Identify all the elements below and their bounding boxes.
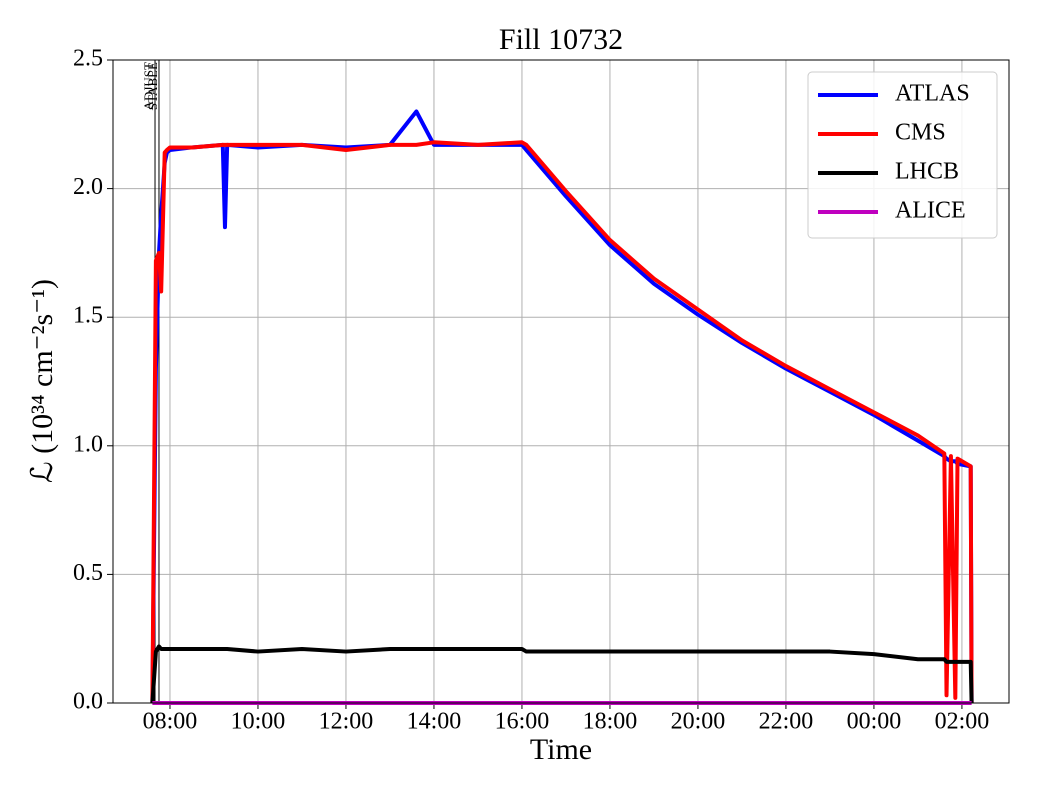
x-tick-label: 18:00 bbox=[583, 709, 638, 735]
legend-box bbox=[807, 71, 998, 239]
annotation-label: STABLE bbox=[145, 62, 160, 110]
y-tick-label: 1.5 bbox=[73, 303, 103, 329]
y-tick-label: 2.5 bbox=[73, 46, 103, 72]
y-axis-label: ℒ (10³⁴ cm⁻²s⁻¹) bbox=[26, 279, 59, 483]
x-tick-label: 02:00 bbox=[935, 709, 990, 735]
chart-title: Fill 10732 bbox=[499, 23, 623, 56]
y-tick-label: 0.0 bbox=[73, 689, 103, 715]
y-tick-label: 2.0 bbox=[73, 174, 103, 200]
legend-label: CMS bbox=[895, 120, 946, 146]
x-tick-label: 16:00 bbox=[495, 709, 550, 735]
x-tick-label: 08:00 bbox=[143, 709, 198, 735]
legend-label: ATLAS bbox=[895, 81, 970, 107]
legend-label: ALICE bbox=[895, 198, 966, 224]
y-tick-label: 0.5 bbox=[73, 560, 103, 586]
legend-label: LHCB bbox=[895, 159, 959, 185]
axes-frame bbox=[112, 59, 1010, 704]
x-tick-label: 22:00 bbox=[759, 709, 814, 735]
annotation-label: ADJUST bbox=[141, 62, 156, 110]
x-tick-label: 00:00 bbox=[847, 709, 902, 735]
series-line bbox=[150, 644, 974, 704]
x-axis-label: Time bbox=[530, 733, 592, 766]
x-tick-label: 20:00 bbox=[671, 709, 726, 735]
y-tick-label: 1.0 bbox=[73, 431, 103, 457]
x-tick-label: 10:00 bbox=[231, 709, 286, 735]
x-tick-label: 14:00 bbox=[407, 709, 462, 735]
x-tick-label: 12:00 bbox=[319, 709, 374, 735]
series-line bbox=[150, 140, 974, 704]
